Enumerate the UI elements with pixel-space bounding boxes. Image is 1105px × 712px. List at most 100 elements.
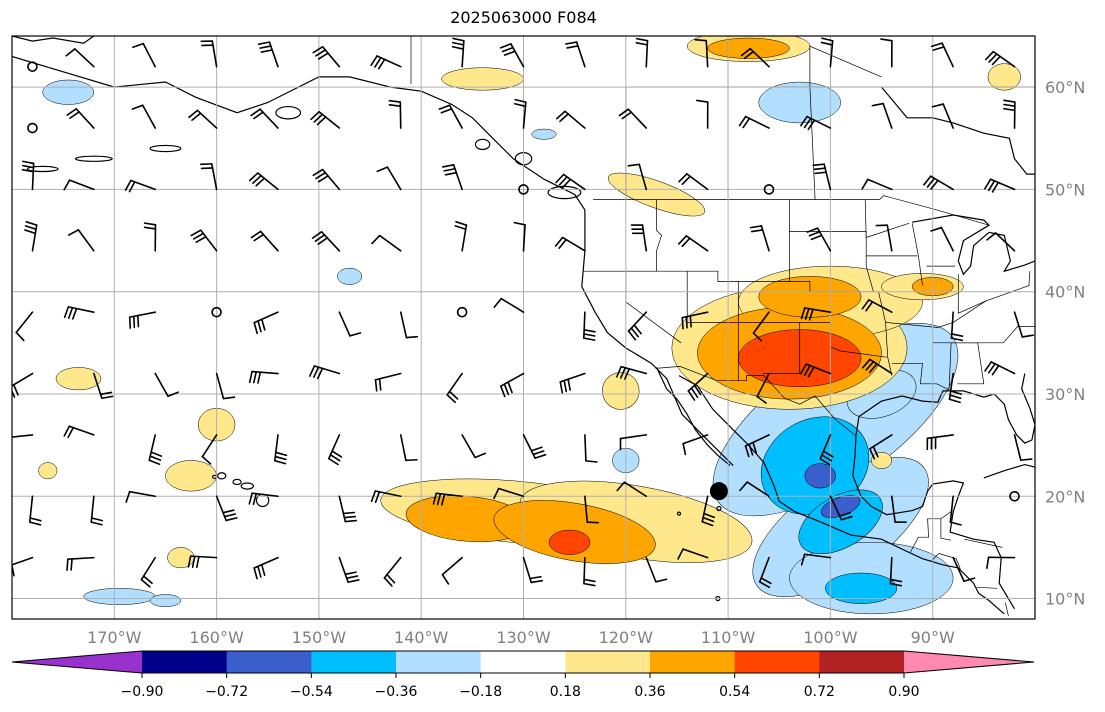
wind-barb: [338, 495, 358, 523]
political-border: [911, 223, 923, 286]
wind-barb: [312, 45, 341, 68]
wind-barb: [739, 481, 770, 498]
calm-wind-circle: [763, 184, 775, 195]
wind-barb: [627, 311, 648, 341]
wind-barb: [187, 555, 218, 569]
wind-barb: [66, 108, 95, 129]
wind-barb: [312, 168, 341, 191]
wind-barb: [132, 42, 157, 68]
wind-barb: [499, 43, 525, 68]
wind-barb: [889, 556, 903, 587]
wind-barb: [584, 434, 598, 463]
island: [240, 482, 255, 490]
longitude-label: 170°W: [87, 628, 142, 647]
wind-barb: [819, 434, 834, 466]
wind-barb: [199, 163, 218, 191]
wind-barb: [66, 556, 95, 571]
wind-barb: [616, 481, 648, 498]
anomaly-contour: [602, 372, 640, 410]
political-border: [940, 518, 952, 541]
island: [217, 472, 227, 480]
anomaly-contour: [42, 79, 95, 105]
anomaly-contour: [149, 594, 182, 607]
wind-barb: [861, 178, 893, 191]
wind-barb: [630, 224, 648, 252]
political-border: [891, 362, 950, 391]
wind-barb: [21, 160, 35, 191]
wind-barb: [371, 234, 402, 252]
wind-barb: [1013, 434, 1033, 461]
colorbar-segment: [734, 651, 820, 673]
political-border: [976, 586, 998, 589]
wind-barb: [555, 110, 586, 129]
political-border: [909, 511, 952, 553]
longitude-label: 110°W: [701, 628, 756, 647]
coastline: [12, 36, 95, 44]
island: [26, 165, 59, 173]
colorbar-segment: [142, 651, 228, 673]
wind-barb: [554, 236, 586, 252]
latitude-label: 20°N: [1045, 487, 1085, 506]
wind-barb: [63, 179, 95, 191]
wind-barb: [829, 495, 853, 521]
political-border: [809, 45, 882, 88]
coastline: [678, 375, 1005, 615]
wind-barb: [800, 115, 832, 131]
coastline: [912, 214, 1035, 276]
wind-barb: [310, 111, 341, 129]
wind-barb: [441, 556, 463, 585]
wind-barb: [583, 311, 596, 341]
wind-barb: [253, 556, 279, 580]
wind-barb: [701, 495, 716, 527]
wind-barb: [619, 434, 648, 451]
colorbar-segment: [480, 651, 566, 673]
wind-barb: [338, 311, 362, 337]
wind-barb: [635, 37, 649, 68]
wind-barb: [806, 227, 832, 252]
colorbar-segment: [819, 651, 905, 673]
anomaly-contour: [871, 452, 893, 469]
wind-barb: [63, 425, 95, 439]
wind-barb: [273, 434, 288, 465]
wind-barb: [756, 372, 770, 404]
wind-barb: [374, 372, 402, 392]
calm-wind-circle: [518, 184, 529, 195]
wind-barb: [812, 163, 832, 191]
coastline: [852, 434, 1016, 610]
wind-barb: [681, 311, 709, 330]
island: [275, 105, 302, 120]
wind-barb: [738, 115, 770, 129]
wind-barb: [820, 37, 834, 68]
wind-barb: [432, 492, 463, 506]
anomaly-contour: [38, 462, 58, 480]
wind-barb: [376, 166, 402, 191]
colorbar-tick-label: −0.90: [121, 684, 164, 700]
map-area[interactable]: [6, 0, 1086, 623]
wind-barb: [565, 41, 586, 68]
calm-wind-circle: [1009, 490, 1020, 502]
wind-barb: [752, 311, 770, 342]
latitude-label: 60°N: [1045, 78, 1085, 97]
wind-barb: [513, 98, 527, 129]
coastline: [12, 55, 734, 467]
wind-barb: [442, 164, 463, 191]
wind-barb: [383, 556, 402, 587]
anomaly-contour: [83, 588, 156, 605]
wind-barb: [500, 372, 525, 398]
wind-barb: [627, 163, 648, 191]
island: [149, 144, 182, 153]
coastline: [655, 367, 731, 467]
wind-barb: [950, 311, 964, 342]
colorbar-tick-label: 0.72: [804, 684, 835, 700]
wind-barb: [984, 50, 1016, 68]
wind-barb: [125, 490, 157, 503]
wind-barb: [583, 556, 596, 587]
gridlines: [12, 36, 1035, 619]
wind-barb: [875, 224, 893, 252]
longitude-label: 130°W: [496, 628, 551, 647]
anomaly-contour: [55, 367, 102, 391]
political-border: [864, 199, 910, 238]
political-border: [1004, 602, 1009, 616]
longitude-label: 100°W: [803, 628, 858, 647]
